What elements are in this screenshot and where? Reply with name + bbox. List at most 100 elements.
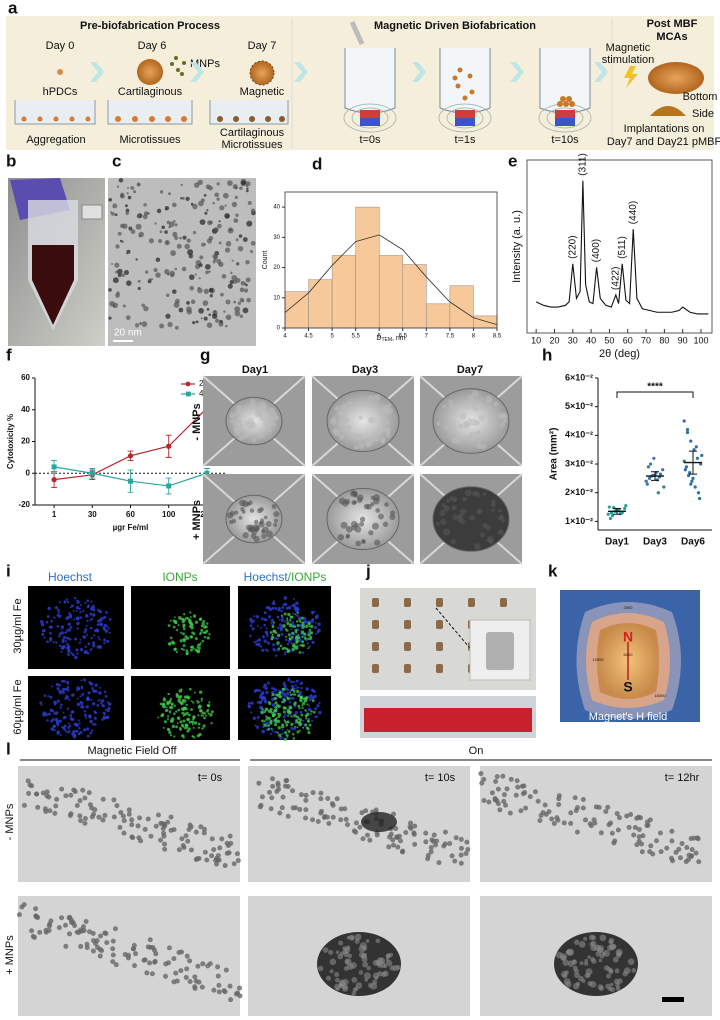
cell — [234, 851, 240, 857]
cell — [584, 961, 589, 966]
cell — [118, 810, 124, 816]
cell — [102, 812, 108, 818]
cell — [178, 700, 182, 704]
cell — [67, 730, 71, 734]
cell — [284, 713, 287, 716]
cell — [121, 818, 127, 824]
cell — [258, 642, 261, 646]
cell — [314, 707, 318, 711]
cell — [274, 688, 278, 692]
cell — [189, 687, 192, 691]
cell — [215, 964, 221, 970]
cell — [148, 833, 154, 839]
cell — [330, 814, 336, 820]
cell — [295, 606, 299, 610]
cell — [249, 624, 253, 628]
cell — [265, 521, 272, 528]
cell — [217, 845, 223, 851]
cell — [296, 689, 300, 693]
cell — [285, 635, 288, 638]
cell — [451, 505, 457, 511]
cell — [341, 985, 349, 992]
nanoparticle — [231, 259, 234, 262]
cell — [373, 394, 381, 401]
cell — [492, 797, 498, 803]
cell — [284, 777, 290, 783]
cell — [464, 839, 470, 845]
panel-a-g-circle — [176, 68, 180, 72]
cell — [66, 686, 70, 689]
nanoparticle — [181, 196, 185, 200]
cell — [308, 698, 312, 702]
x-tick-label: 6.5 — [399, 334, 408, 340]
panel-a-g-circle — [170, 62, 174, 66]
cell — [68, 792, 74, 798]
cell — [120, 813, 126, 819]
cell — [197, 714, 200, 717]
cell — [433, 842, 439, 848]
cell — [292, 690, 296, 693]
nanoparticle — [121, 273, 125, 277]
cell — [263, 420, 269, 427]
nanoparticle — [137, 286, 141, 291]
cell — [631, 968, 637, 973]
cell — [253, 615, 256, 618]
cell — [256, 780, 262, 786]
cell — [90, 637, 93, 640]
cell — [196, 700, 198, 702]
cell — [487, 417, 495, 425]
cell — [81, 692, 85, 696]
cell — [279, 628, 283, 632]
cell — [518, 808, 524, 814]
nanoparticle — [172, 231, 178, 237]
panel-i-text: Hoechst — [48, 570, 93, 584]
cell — [280, 618, 285, 622]
cell — [70, 651, 73, 655]
cell — [263, 683, 267, 687]
panel-label: e — [508, 151, 517, 170]
cell — [335, 950, 340, 955]
cell — [304, 709, 307, 712]
cell — [238, 515, 243, 520]
cell — [231, 861, 237, 867]
cell — [185, 653, 189, 656]
cell — [190, 623, 194, 627]
panel-a-circle — [249, 60, 275, 86]
cell — [580, 805, 586, 811]
cell — [54, 796, 60, 802]
peak-label: (220) — [567, 235, 578, 258]
nanoparticle — [234, 306, 241, 313]
cell — [197, 726, 200, 729]
plot-frame — [284, 191, 498, 329]
peak-label: (440) — [628, 201, 639, 224]
cell — [110, 938, 116, 944]
cell — [669, 828, 675, 834]
cell — [81, 705, 85, 709]
y-tick-label: 0 — [26, 468, 31, 477]
cell — [129, 834, 135, 840]
cell — [258, 696, 261, 699]
cell — [58, 690, 63, 695]
cell — [92, 613, 95, 616]
cell — [565, 981, 572, 988]
cell — [442, 829, 448, 835]
cell — [280, 724, 285, 729]
panel-a-text: hPDCs — [43, 86, 78, 98]
x-tick-label: 60 — [623, 335, 633, 345]
cell — [264, 707, 269, 712]
cell — [293, 722, 296, 725]
cell — [145, 944, 151, 950]
cell — [668, 855, 674, 861]
x-tick-label: 30 — [568, 335, 578, 345]
cell — [290, 715, 293, 718]
cell — [108, 618, 112, 621]
cell — [66, 707, 70, 710]
histogram-bar — [331, 255, 356, 329]
nanoparticle — [176, 243, 182, 249]
nanoparticle — [172, 220, 176, 223]
cell — [560, 970, 568, 978]
cell — [49, 638, 52, 642]
cell — [199, 631, 202, 634]
xrd-line — [535, 180, 709, 315]
